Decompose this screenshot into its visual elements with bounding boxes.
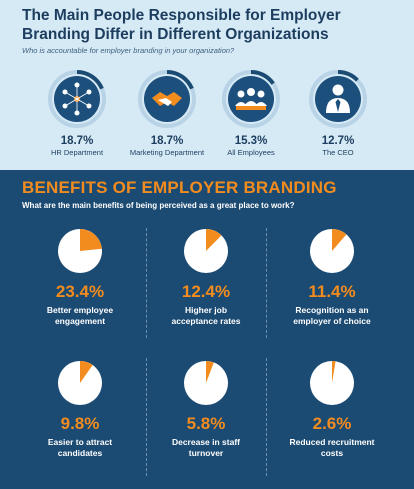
benefit-label: Decrease in staff turnover: [171, 437, 241, 458]
role-all-employees: 15.3% All Employees: [206, 68, 296, 157]
benefit-attract: 9.8% Easier to attract candidates: [20, 360, 140, 459]
benefit-label: Higher job acceptance rates: [171, 305, 241, 326]
section-title: The Main People Responsible for Employer…: [22, 7, 341, 43]
benefit-pie: [184, 229, 228, 273]
roles-row: 18.7% HR Department 18.7% Marketing Depa…: [0, 68, 414, 168]
benefit-percent: 5.8%: [186, 414, 226, 433]
role-ring: [46, 68, 108, 130]
benefit-label: Recognition as an employer of choice: [293, 305, 371, 326]
benefit-recruitment-costs: 2.6% Reduced recruitment costs: [272, 360, 392, 459]
column-divider: [266, 228, 267, 338]
role-percent: 15.3%: [234, 135, 268, 147]
benefit-engagement: 23.4% Better employee engagement: [20, 228, 140, 327]
column-divider: [146, 228, 147, 338]
role-ceo: 12.7% The CEO: [293, 68, 383, 157]
role-ring: [136, 68, 198, 130]
role-percent: 18.7%: [150, 135, 184, 147]
benefit-label: Better employee engagement: [46, 305, 114, 326]
executive-icon: [309, 70, 367, 128]
benefit-pie: [310, 229, 354, 273]
benefit-percent: 11.4%: [308, 282, 356, 301]
role-hr-department: 18.7% HR Department: [32, 68, 122, 157]
hr-network-icon: [48, 70, 106, 128]
benefit-pie: [310, 361, 354, 405]
group-icon: [222, 70, 280, 128]
responsibility-section: The Main People Responsible for Employer…: [0, 0, 414, 170]
benefit-percent: 2.6%: [312, 414, 352, 433]
role-percent: 12.7%: [321, 135, 355, 147]
benefit-pie: [58, 361, 102, 405]
role-ring: [220, 68, 282, 130]
benefits-title: BENEFITS OF EMPLOYER BRANDING: [22, 178, 337, 197]
role-percent: 18.7%: [60, 135, 94, 147]
role-label: HR Department: [50, 148, 104, 157]
column-divider: [146, 358, 147, 476]
role-label: Marketing Department: [129, 148, 205, 157]
benefit-acceptance: 12.4% Higher job acceptance rates: [146, 228, 266, 327]
benefits-question: What are the main benefits of being perc…: [22, 201, 295, 210]
benefit-recognition: 11.4% Recognition as an employer of choic…: [272, 228, 392, 327]
section-question: Who is accountable for employer branding…: [22, 46, 235, 55]
benefit-pie: [184, 361, 228, 405]
benefit-turnover: 5.8% Decrease in staff turnover: [146, 360, 266, 459]
benefits-grid: 23.4% Better employee engagement 12.4% Hi…: [0, 220, 414, 489]
role-label: All Employees: [227, 148, 275, 157]
role-ring: [307, 68, 369, 130]
role-label: The CEO: [322, 148, 354, 157]
benefit-label: Easier to attract candidates: [47, 437, 113, 458]
benefit-percent: 9.8%: [60, 414, 100, 433]
benefits-section: BENEFITS OF EMPLOYER BRANDING What are t…: [0, 170, 414, 489]
benefit-pie: [58, 229, 102, 273]
benefit-percent: 12.4%: [181, 282, 231, 301]
role-marketing-department: 18.7% Marketing Department: [122, 68, 212, 157]
benefit-percent: 23.4%: [55, 282, 105, 301]
benefit-label: Reduced recruitment costs: [289, 437, 375, 458]
handshake-icon: [138, 70, 196, 128]
column-divider: [266, 358, 267, 476]
